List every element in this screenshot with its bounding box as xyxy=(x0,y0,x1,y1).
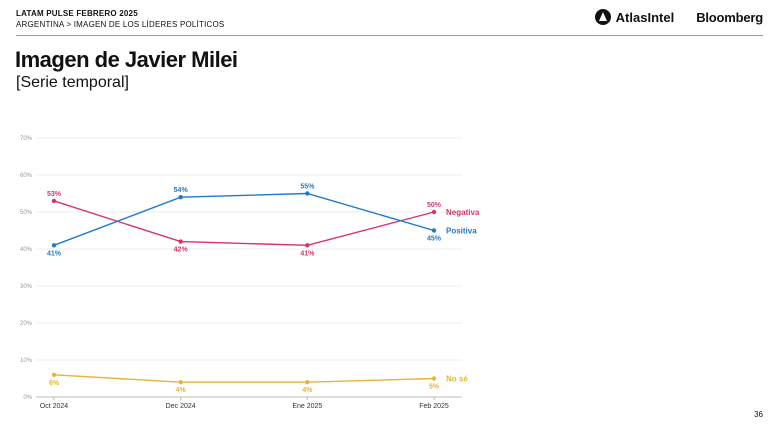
atlasintel-logo-text: AtlasIntel xyxy=(615,9,675,25)
data-point xyxy=(51,198,57,204)
bloomberg-logo: Bloomberg xyxy=(696,9,763,25)
data-label: 53% xyxy=(47,191,62,198)
series-name-label: Positiva xyxy=(446,227,477,236)
data-point xyxy=(305,380,310,385)
data-label: 55% xyxy=(300,184,315,191)
series-line-positiva xyxy=(53,192,435,246)
data-label: 42% xyxy=(174,247,189,254)
data-point xyxy=(178,380,183,385)
y-tick-label: 50% xyxy=(20,210,33,216)
data-point xyxy=(51,372,57,377)
data-label: 5% xyxy=(429,384,440,391)
data-point xyxy=(431,228,437,233)
data-label: 45% xyxy=(427,236,442,243)
x-tick-label: Feb 2025 xyxy=(419,403,449,410)
series-name-label: Negativa xyxy=(446,208,480,217)
page-title: Imagen de Javier Milei xyxy=(15,47,238,72)
y-tick-label: 20% xyxy=(20,321,33,327)
y-tick-label: 70% xyxy=(20,136,33,142)
x-tick-label: Oct 2024 xyxy=(40,403,69,410)
page-subtitle: [Serie temporal] xyxy=(16,74,129,91)
atlas-mark-icon xyxy=(594,9,611,25)
data-label: 41% xyxy=(300,250,315,257)
data-point xyxy=(178,239,183,244)
data-point xyxy=(178,195,183,200)
y-tick-label: 0% xyxy=(23,395,32,401)
data-label: 4% xyxy=(176,387,187,394)
y-tick-label: 10% xyxy=(20,358,33,364)
page-number: 36 xyxy=(754,410,763,419)
data-point xyxy=(51,243,57,248)
data-point xyxy=(305,191,310,196)
data-label: 50% xyxy=(427,202,442,209)
data-label: 4% xyxy=(302,387,313,394)
data-point xyxy=(431,209,437,215)
data-label: 41% xyxy=(47,250,62,257)
x-tick-label: Dec 2024 xyxy=(166,403,196,410)
series-name-label: No sé xyxy=(446,375,468,384)
header-divider xyxy=(16,35,763,36)
data-point xyxy=(305,243,310,248)
data-label: 54% xyxy=(174,187,189,194)
header-breadcrumb-block: LATAM PULSE FEBRERO 2025 ARGENTINA > IMA… xyxy=(16,8,224,30)
data-point xyxy=(431,376,437,381)
y-tick-label: 60% xyxy=(20,173,33,179)
data-label: 6% xyxy=(49,380,60,387)
y-tick-label: 40% xyxy=(20,247,33,253)
atlasintel-logo: AtlasIntel xyxy=(594,9,675,25)
series-line-no-se xyxy=(53,374,435,383)
logos: AtlasIntel Bloomberg xyxy=(594,9,763,25)
x-tick-label: Ene 2025 xyxy=(292,403,322,410)
survey-name: LATAM PULSE FEBRERO 2025 xyxy=(16,9,138,18)
breadcrumb: ARGENTINA > IMAGEN DE LOS LÍDERES POLÍTI… xyxy=(16,20,225,29)
y-tick-label: 30% xyxy=(20,284,33,290)
